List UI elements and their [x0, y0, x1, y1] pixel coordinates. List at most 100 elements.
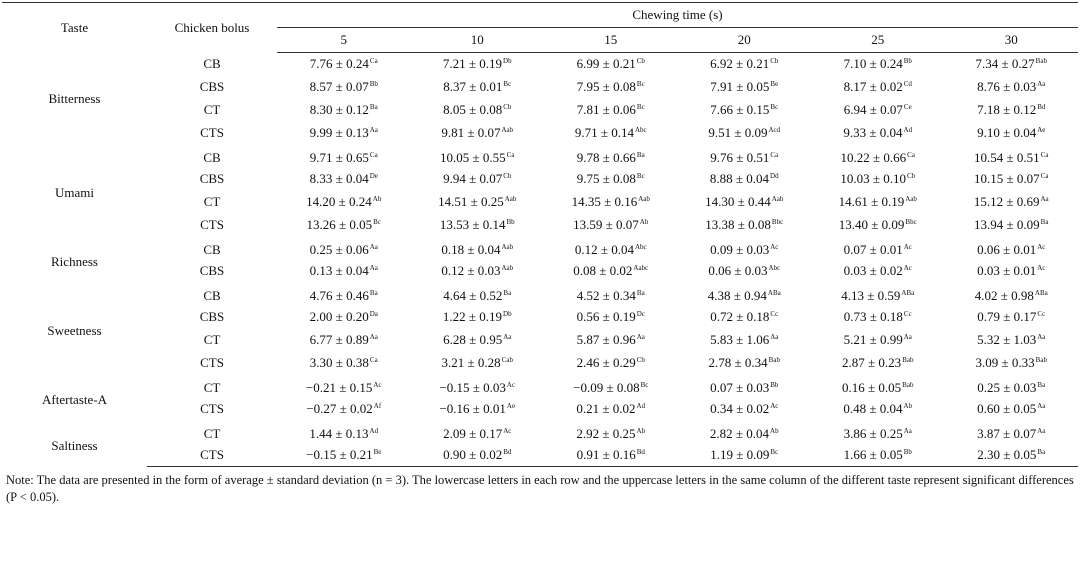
- table-row: CBS 0.13 ± 0.04Aa 0.12 ± 0.03Aab 0.08 ± 0.0…: [2, 260, 1078, 283]
- time-header: 20: [677, 27, 811, 53]
- value-text: 8.05 ± 0.08: [443, 102, 503, 117]
- value-cell: 0.13 ± 0.04Aa: [277, 260, 411, 283]
- table-row: CTS 13.26 ± 0.05Bc 13.53 ± 0.14Bb 13.59 ± 0…: [2, 214, 1078, 237]
- bolus-cell: CTS: [200, 401, 224, 416]
- value-cell: 1.19 ± 0.09Bc: [677, 443, 811, 467]
- significance-letters: Aab: [905, 195, 917, 203]
- taste-cell: Bitterness: [48, 90, 101, 106]
- value-cell: −0.15 ± 0.21Be: [277, 443, 411, 467]
- value-cell: 13.53 ± 0.14Bb: [411, 214, 545, 237]
- value-cell: 7.81 ± 0.06Bc: [544, 99, 678, 122]
- value-cell: 3.21 ± 0.28Cab: [411, 352, 545, 375]
- value-text: −0.27 ± 0.02: [306, 401, 373, 416]
- value-text: 2.09 ± 0.17: [443, 426, 503, 441]
- significance-letters: Aa: [369, 243, 378, 251]
- value-text: 8.57 ± 0.07: [309, 79, 369, 94]
- table-row: CTS −0.27 ± 0.02Af −0.16 ± 0.01Ae 0.21 ± 0.…: [2, 398, 1078, 421]
- value-text: 6.92 ± 0.21: [710, 56, 770, 72]
- value-text: 0.21 ± 0.02: [576, 401, 636, 416]
- significance-letters: Bd: [1037, 103, 1046, 111]
- table-row: Aftertaste-A CT −0.21 ± 0.15Ac −0.15 ± 0.03…: [2, 375, 1078, 407]
- table-row: CTS 3.30 ± 0.38Ca 3.21 ± 0.28Cab 2.46 ± 0.2…: [2, 352, 1078, 375]
- significance-letters: Aab: [638, 195, 650, 203]
- significance-letters: Cb: [503, 172, 512, 180]
- value-cell: 9.71 ± 0.14Abc: [544, 122, 678, 145]
- significance-letters: Ba: [369, 103, 378, 111]
- value-cell: 9.71 ± 0.65Ca: [277, 145, 411, 168]
- value-cell: 5.87 ± 0.96Aa: [544, 329, 678, 352]
- value-text: 0.08 ± 0.02: [573, 263, 633, 278]
- value-cell: 0.07 ± 0.03Bb: [678, 375, 812, 398]
- value-cell: 2.46 ± 0.29Cb: [544, 352, 678, 375]
- significance-letters: Bc: [636, 80, 645, 88]
- value-text: 9.10 ± 0.04: [977, 125, 1037, 140]
- value-cell: 15.12 ± 0.69Aa: [945, 191, 1079, 214]
- value-cell: 8.17 ± 0.02Cd: [811, 76, 945, 99]
- value-text: 8.33 ± 0.04: [309, 171, 369, 186]
- table-row: CTS −0.15 ± 0.21Be 0.90 ± 0.02Bd 0.91 ± 0.1…: [2, 443, 1078, 467]
- significance-letters: Cc: [770, 310, 779, 318]
- value-cell: 6.94 ± 0.07Ce: [811, 99, 945, 122]
- value-cell: 0.12 ± 0.04Abc: [544, 237, 678, 260]
- value-cell: −0.21 ± 0.15Ac: [277, 375, 411, 398]
- value-text: 9.71 ± 0.65: [309, 150, 369, 165]
- value-cell: 7.76 ± 0.24Ca: [277, 53, 411, 76]
- significance-letters: ABa: [1034, 289, 1048, 297]
- significance-letters: Be: [373, 447, 382, 456]
- time-header: 10: [410, 27, 544, 53]
- taste-cell: Richness: [51, 253, 98, 269]
- significance-letters: Aa: [636, 333, 645, 341]
- value-text: 4.76 ± 0.46: [309, 288, 369, 303]
- bolus-cell: CB: [203, 150, 221, 165]
- significance-letters: Aa: [369, 264, 378, 272]
- value-cell: 13.40 ± 0.09Bbc: [811, 214, 945, 237]
- value-cell: 4.02 ± 0.98ABa: [945, 283, 1079, 306]
- value-cell: 2.82 ± 0.04Ab: [678, 421, 812, 444]
- time-header: 30: [944, 27, 1078, 53]
- value-text: 2.30 ± 0.05: [977, 446, 1037, 462]
- value-text: 7.34 ± 0.27: [975, 56, 1035, 72]
- significance-letters: Ae: [506, 402, 516, 410]
- value-cell: 13.38 ± 0.08Bbc: [678, 214, 812, 237]
- table-row: CBS 8.33 ± 0.04De 9.94 ± 0.07Cb 9.75 ± 0.08…: [2, 168, 1078, 191]
- value-text: 4.38 ± 0.94: [707, 288, 767, 303]
- value-cell: 0.25 ± 0.06Aa: [277, 237, 411, 260]
- value-text: 0.34 ± 0.02: [710, 401, 770, 416]
- header-row: Taste Chicken bolus Chewing time (s): [2, 2, 1078, 53]
- significance-letters: Aab: [501, 243, 514, 251]
- bolus-cell: CTS: [200, 125, 224, 140]
- value-text: 6.94 ± 0.07: [843, 102, 903, 117]
- value-cell: 2.78 ± 0.34Bab: [678, 352, 812, 375]
- value-cell: 3.30 ± 0.38Ca: [277, 352, 411, 375]
- significance-letters: Ac: [770, 243, 779, 251]
- significance-letters: Aab: [771, 195, 784, 203]
- significance-letters: Aabc: [633, 264, 649, 272]
- value-cell: 0.18 ± 0.04Aab: [411, 237, 545, 260]
- value-cell: 13.59 ± 0.07Ab: [544, 214, 678, 237]
- value-text: 4.64 ± 0.52: [443, 288, 503, 303]
- value-text: 3.09 ± 0.33: [975, 355, 1035, 370]
- value-text: 3.30 ± 0.38: [309, 355, 369, 370]
- value-cell: 13.94 ± 0.09Ba: [945, 214, 1079, 237]
- bolus-header: Chicken bolus: [147, 2, 277, 53]
- bolus-cell: CBS: [199, 79, 225, 94]
- value-cell: 10.05 ± 0.55Ca: [411, 145, 545, 168]
- value-text: 0.18 ± 0.04: [441, 242, 501, 257]
- value-cell: 5.83 ± 1.06Aa: [678, 329, 812, 352]
- value-cell: −0.16 ± 0.01Ae: [411, 398, 545, 421]
- value-cell: 8.30 ± 0.12Ba: [277, 99, 411, 122]
- value-text: 4.13 ± 0.59: [841, 288, 901, 303]
- bolus-cell: CTS: [200, 217, 224, 232]
- significance-letters: Be: [770, 80, 779, 88]
- significance-letters: Ba: [503, 289, 512, 297]
- significance-letters: Bab: [1035, 356, 1047, 364]
- bolus-cell: CT: [203, 380, 221, 395]
- value-text: 7.66 ± 0.15: [710, 102, 770, 117]
- significance-letters: Acd: [768, 126, 781, 134]
- table-row: CT 14.20 ± 0.24Ab 14.51 ± 0.25Aab 14.35 ± 0…: [2, 191, 1078, 214]
- significance-letters: Bd: [636, 447, 645, 456]
- value-text: −0.21 ± 0.15: [305, 380, 373, 395]
- value-text: 0.12 ± 0.03: [441, 263, 501, 278]
- value-text: 13.40 ± 0.09: [838, 217, 905, 232]
- value-text: 14.61 ± 0.19: [838, 194, 905, 209]
